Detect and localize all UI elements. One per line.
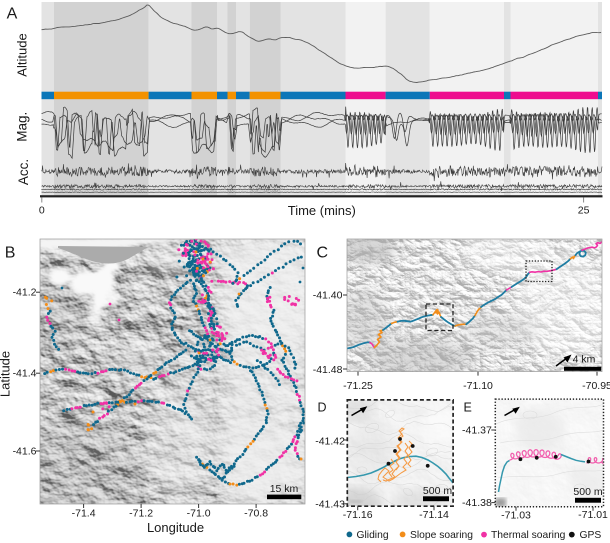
svg-text:-41.6: -41.6	[13, 446, 37, 458]
svg-text:-41.4: -41.4	[13, 368, 37, 380]
svg-text:C: C	[317, 244, 329, 261]
svg-text:Time (mins): Time (mins)	[288, 203, 356, 218]
svg-text:-41.2: -41.2	[13, 287, 37, 299]
svg-text:500 m: 500 m	[423, 485, 452, 497]
svg-text:-71.16: -71.16	[343, 509, 373, 521]
svg-text:-41.40: -41.40	[313, 290, 343, 302]
svg-text:-70.8: -70.8	[244, 507, 268, 519]
svg-text:-71.2: -71.2	[129, 507, 153, 519]
svg-text:-70.95: -70.95	[582, 380, 610, 392]
svg-text:Longitude: Longitude	[147, 520, 204, 535]
svg-text:500 m: 500 m	[573, 486, 602, 498]
svg-text:GPS: GPS	[580, 530, 602, 541]
svg-text:Thermal soaring: Thermal soaring	[491, 530, 566, 541]
svg-text:Latitude: Latitude	[0, 351, 13, 397]
svg-text:-41.48: -41.48	[313, 364, 343, 376]
svg-text:Mag.: Mag.	[14, 112, 29, 142]
svg-text:0: 0	[39, 204, 45, 216]
svg-text:15 km: 15 km	[270, 483, 299, 495]
svg-text:B: B	[5, 244, 16, 261]
svg-text:-41.42: -41.42	[315, 436, 345, 448]
svg-text:-71.03: -71.03	[501, 510, 531, 522]
svg-text:D: D	[318, 401, 327, 415]
svg-text:-71.25: -71.25	[343, 380, 373, 392]
svg-text:-41.37: -41.37	[462, 425, 492, 437]
svg-text:Slope soaring: Slope soaring	[410, 530, 473, 541]
svg-text:-41.43: -41.43	[315, 499, 345, 511]
svg-text:E: E	[464, 401, 472, 415]
svg-text:-41.38: -41.38	[462, 497, 492, 509]
svg-text:-71.4: -71.4	[72, 507, 96, 519]
svg-text:-71.10: -71.10	[463, 380, 493, 392]
svg-text:A: A	[7, 6, 18, 23]
svg-text:-71.01: -71.01	[578, 509, 608, 521]
svg-text:-71.0: -71.0	[187, 507, 211, 519]
svg-text:-71.14: -71.14	[419, 509, 449, 521]
svg-text:Altitude: Altitude	[15, 33, 30, 76]
svg-text:4 km: 4 km	[573, 354, 596, 366]
svg-text:Gliding: Gliding	[357, 530, 389, 541]
svg-text:25: 25	[578, 204, 590, 216]
svg-text:Acc.: Acc.	[16, 159, 31, 185]
